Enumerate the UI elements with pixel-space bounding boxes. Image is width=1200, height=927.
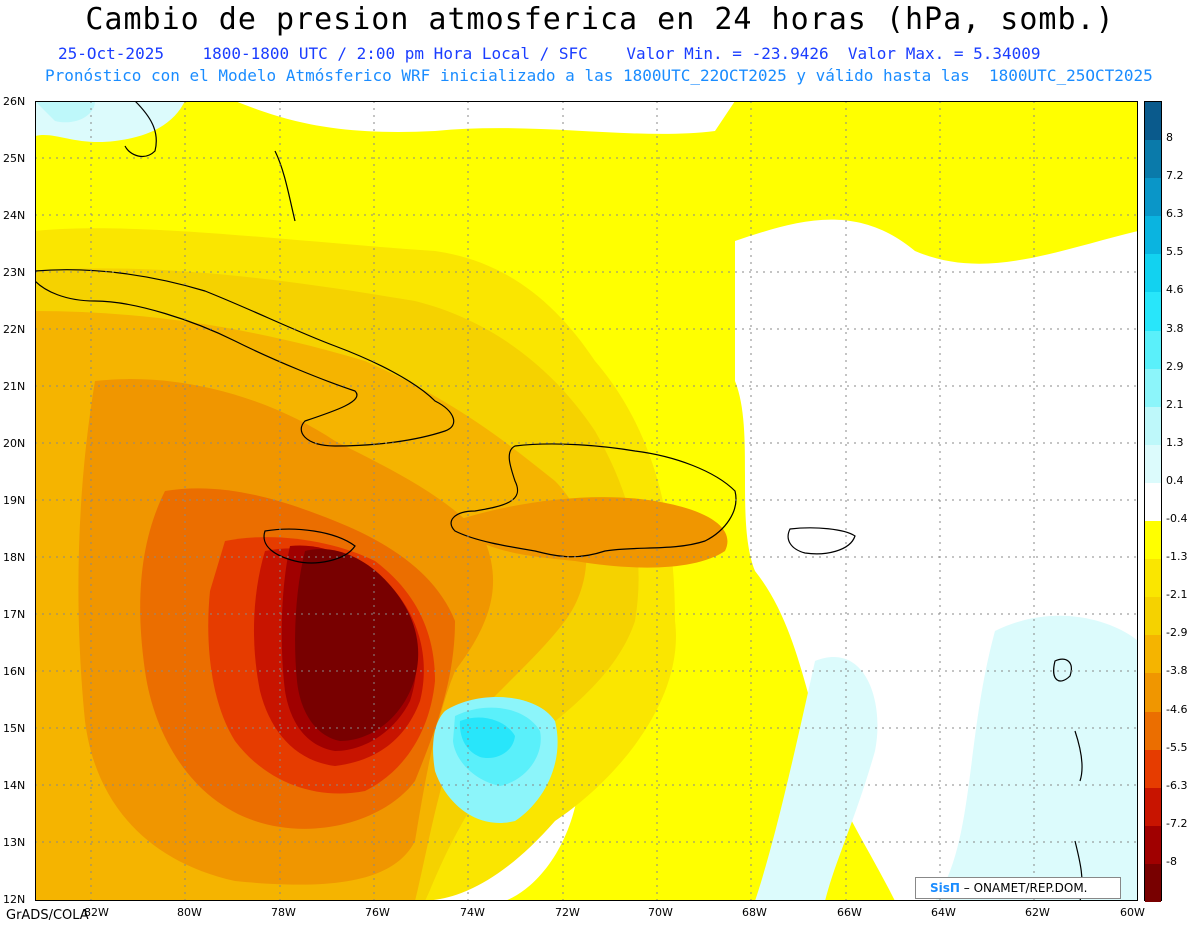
colorbar-label: 2.9 xyxy=(1166,359,1184,373)
colorbar-label: 2.1 xyxy=(1166,397,1184,411)
colorbar-swatch xyxy=(1145,482,1161,522)
grads-footer: GrADS/COLA xyxy=(6,908,89,923)
pressure-change-map xyxy=(35,101,1138,901)
colorbar-swatch xyxy=(1145,597,1161,636)
colorbar-swatch xyxy=(1145,787,1161,827)
lon-label: 70W xyxy=(648,906,673,919)
colorbar-label: -2.9 xyxy=(1166,626,1188,640)
lat-label: 14N xyxy=(3,779,26,792)
lon-label: 72W xyxy=(555,906,580,919)
colorbar-label: -7.2 xyxy=(1166,816,1188,830)
lon-label: 60W xyxy=(1120,906,1145,919)
colorbar-swatch xyxy=(1145,711,1161,751)
lat-label: 16N xyxy=(3,665,26,678)
lat-label: 26N xyxy=(3,95,26,108)
credit-box: SisΠ – ONAMET/REP.DOM. xyxy=(915,877,1121,899)
colorbar-swatch xyxy=(1145,635,1161,674)
lat-label: 19N xyxy=(3,494,26,507)
lon-label: 74W xyxy=(460,906,485,919)
colorbar-swatch xyxy=(1145,673,1161,713)
colorbar-label: -6.3 xyxy=(1166,778,1188,792)
colorbar-swatch xyxy=(1145,406,1161,446)
colorbar-label: 8 xyxy=(1166,131,1173,145)
colorbar-swatch xyxy=(1145,292,1161,332)
lon-label: 78W xyxy=(271,906,296,919)
lat-label: 23N xyxy=(3,266,26,279)
colorbar-swatch xyxy=(1145,102,1161,141)
colorbar-label: -0.4 xyxy=(1166,512,1188,526)
colorbar-swatch xyxy=(1145,749,1161,789)
colorbar-swatch xyxy=(1145,521,1161,560)
lat-label: 21N xyxy=(3,380,26,393)
sispi-logo: SisΠ xyxy=(930,881,960,895)
lat-label: 15N xyxy=(3,722,26,735)
colorbar-swatch xyxy=(1145,444,1161,484)
lat-label: 25N xyxy=(3,152,26,165)
colorbar-swatch xyxy=(1145,825,1161,865)
map-title: Cambio de presion atmosferica en 24 hora… xyxy=(85,2,1115,37)
colorbar-label: 0.4 xyxy=(1166,473,1184,487)
colorbar-label: 5.5 xyxy=(1166,245,1184,259)
lon-label: 66W xyxy=(837,906,862,919)
colorbar-swatch xyxy=(1145,368,1161,408)
lat-label: 12N xyxy=(3,893,26,906)
lat-label: 13N xyxy=(3,836,26,849)
lon-label: 82W xyxy=(84,906,109,919)
colorbar-label: -4.6 xyxy=(1166,702,1188,716)
credit-text: – ONAMET/REP.DOM. xyxy=(963,881,1088,895)
lon-label: 76W xyxy=(365,906,390,919)
colorbar-label: 6.3 xyxy=(1166,207,1184,221)
subtitle-model-info: Pronóstico con el Modelo Atmósferico WRF… xyxy=(45,66,1153,85)
colorbar-label: 1.3 xyxy=(1166,435,1184,449)
colorbar-swatch xyxy=(1145,863,1161,903)
colorbar-label: -8 xyxy=(1166,854,1177,868)
colorbar-label: 4.6 xyxy=(1166,283,1184,297)
colorbar-label: 3.8 xyxy=(1166,321,1184,335)
lat-label: 20N xyxy=(3,437,26,450)
subtitle-date-range: 25-Oct-2025 1800-1800 UTC / 2:00 pm Hora… xyxy=(58,44,1041,63)
colorbar-swatch xyxy=(1145,254,1161,293)
colorbar-swatch xyxy=(1145,559,1161,598)
colorbar-label: -1.3 xyxy=(1166,550,1188,564)
colorbar-swatch xyxy=(1145,178,1161,217)
colorbar-swatch xyxy=(1145,330,1161,370)
colorbar-label: -2.1 xyxy=(1166,588,1188,602)
lat-label: 17N xyxy=(3,608,26,621)
lat-label: 18N xyxy=(3,551,26,564)
lon-label: 64W xyxy=(931,906,956,919)
colorbar xyxy=(1144,101,1162,903)
lon-label: 62W xyxy=(1025,906,1050,919)
colorbar-swatch xyxy=(1145,216,1161,255)
lat-label: 22N xyxy=(3,323,26,336)
colorbar-label: -5.5 xyxy=(1166,740,1188,754)
lat-label: 24N xyxy=(3,209,26,222)
colorbar-label: -3.8 xyxy=(1166,664,1188,678)
colorbar-swatch xyxy=(1145,140,1161,179)
lon-label: 68W xyxy=(742,906,767,919)
colorbar-label: 7.2 xyxy=(1166,169,1184,183)
lon-label: 80W xyxy=(177,906,202,919)
